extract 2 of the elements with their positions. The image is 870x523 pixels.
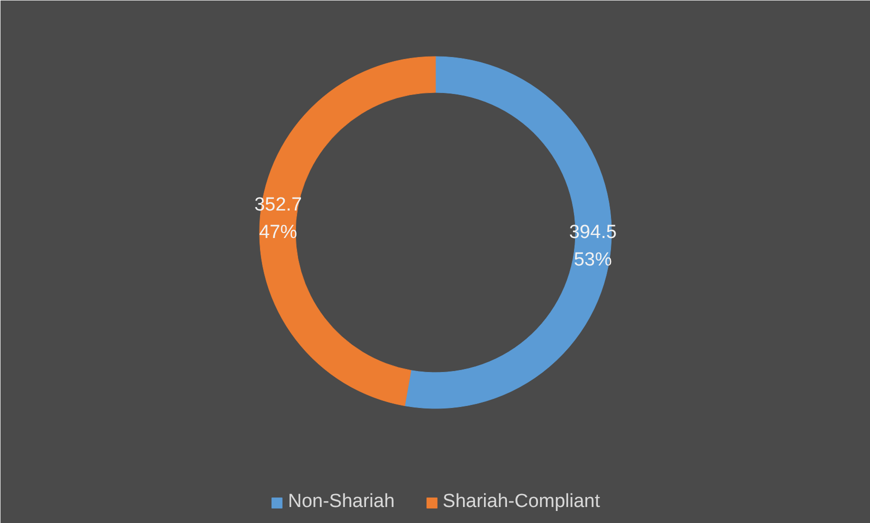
legend-label: Non-Shariah (288, 491, 395, 513)
legend-label: Shariah-Compliant (442, 491, 600, 513)
